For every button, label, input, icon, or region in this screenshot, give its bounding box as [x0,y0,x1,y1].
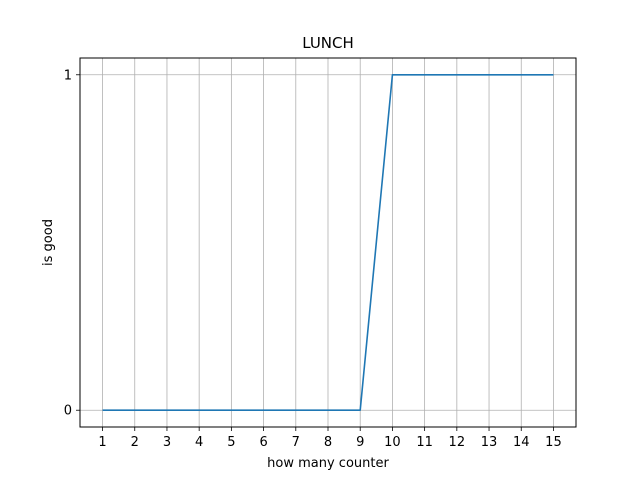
y-tick-label: 1 [64,68,72,83]
x-tick-label: 8 [324,435,332,450]
x-tick-label: 13 [481,435,498,450]
series-line [102,73,554,412]
x-tick-label: 3 [163,435,171,450]
x-tick-label: 11 [416,435,433,450]
chart-title: LUNCH [302,34,354,52]
x-tick-label: 1 [98,435,106,450]
x-tick-label: 12 [449,435,466,450]
x-tick-label: 6 [259,435,267,450]
y-tick-label: 0 [64,404,72,419]
x-tick-label: 14 [513,435,530,450]
x-tick-label: 7 [292,435,300,450]
x-tick-label: 9 [356,435,364,450]
x-axis-label: how many counter [267,456,389,471]
x-tick-label: 15 [545,435,562,450]
grid-lines [80,58,576,427]
series-layer [102,73,554,412]
y-axis-label: is good [41,219,56,266]
x-tick-label: 10 [384,435,401,450]
x-tick-label: 2 [131,435,139,450]
x-tick-label: 5 [227,435,235,450]
x-tick-label: 4 [195,435,203,450]
